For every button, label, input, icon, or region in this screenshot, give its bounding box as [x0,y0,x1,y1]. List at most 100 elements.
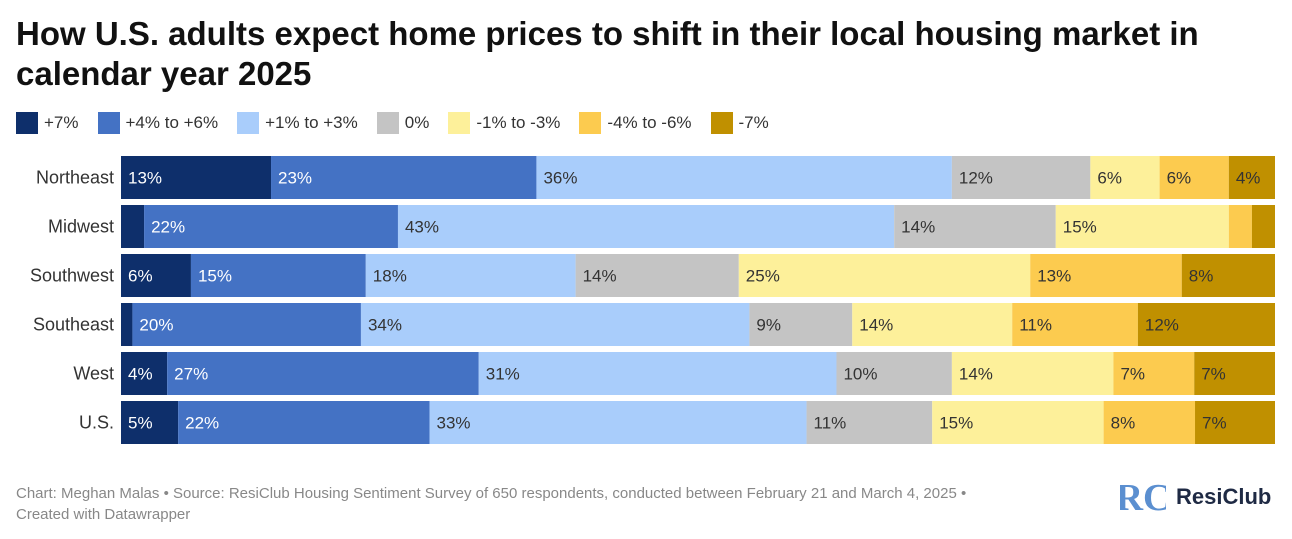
bar-segment [1228,156,1275,199]
bar-segment [121,254,191,297]
legend-item: +1% to +3% [237,112,358,134]
legend-item: -1% to -3% [448,112,560,134]
data-label: 13% [1037,267,1071,286]
data-label: 7% [1120,365,1145,384]
legend-swatch [376,112,399,134]
category-label: Northeast [36,168,114,188]
legend-item: -7% [710,112,769,134]
data-label: 33% [436,414,470,433]
bar-segment [575,254,739,297]
category-label: U.S. [79,413,114,433]
data-label: 9% [756,316,781,335]
bar-segment [1030,254,1182,297]
footer-credit-line: Chart: Meghan Malas • Source: ResiClub H… [16,485,967,502]
data-label: 10% [843,365,877,384]
data-label: 36% [543,169,577,188]
legend-label: -4% to -6% [607,113,692,132]
data-label: 34% [368,316,402,335]
bar-segment [932,401,1104,444]
bar-segment [836,352,952,395]
bar-segment [121,352,168,395]
bar-segment [1090,156,1160,199]
bar-segment [951,156,1091,199]
bar-segment [121,303,133,346]
bar-segment [167,352,479,395]
data-label: 43% [405,218,439,237]
category-label: Southwest [30,266,114,286]
data-label: 6% [1167,169,1192,188]
bar-segment [1012,303,1138,346]
data-label: 18% [373,267,407,286]
data-label: 22% [185,414,219,433]
category-label: West [73,364,114,384]
bar-segment [1055,205,1229,248]
category-label: Southeast [33,315,114,335]
bar-segment [121,401,179,444]
bar-segment [894,205,1056,248]
svg-text:RC: RC [1120,477,1166,519]
stacked-bar-chart: Northeast 13% 23% 36% 12% 6% 6% 4% Midwest 22% 43%… [30,156,1275,444]
bar-segment [271,156,537,199]
legend-label: +7% [44,113,79,132]
data-label: 12% [959,169,993,188]
bar-segment [1195,401,1275,444]
bar-segment [1113,352,1195,395]
bar-segment [1228,205,1252,248]
bar-segment [749,303,853,346]
legend-item: 0% [376,112,430,134]
data-label: 14% [583,267,617,286]
data-label: 14% [959,365,993,384]
data-label: 13% [128,169,162,188]
bar-segment [1137,303,1275,346]
data-label: 11% [1019,316,1052,335]
chart-footer: Chart: Meghan Malas • Source: ResiClub H… [16,483,1106,525]
category-label: Midwest [48,217,114,237]
data-label: 15% [939,414,973,433]
data-label: 4% [128,365,153,384]
data-label: 6% [128,267,153,286]
legend-swatch [579,112,602,134]
bar-segment [144,205,398,248]
bar-segment [178,401,430,444]
footer-tool-line: Created with Datawrapper [16,506,191,523]
bar-segment [806,401,933,444]
bar-segment [121,205,145,248]
bar-segment [1181,254,1275,297]
bar-segment [478,352,837,395]
data-label: 20% [139,316,173,335]
bar-segment [951,352,1114,395]
data-label: 14% [901,218,935,237]
data-label: 15% [1063,218,1097,237]
legend-label: +4% to +6% [125,113,219,132]
resiclub-logo: RC ResiClub [1120,474,1271,520]
legend-item: +7% [16,112,79,134]
data-label: 22% [151,218,185,237]
bar-segment [1159,156,1229,199]
legend-label: -7% [738,113,769,132]
data-label: 4% [1236,169,1261,188]
bar-segment [852,303,1013,346]
legend-label: 0% [404,113,430,132]
bar-segment [397,205,895,248]
bar-segment [190,254,366,297]
data-label: 7% [1201,365,1226,384]
legend-swatch [710,112,733,134]
data-label: 23% [278,169,312,188]
data-label: 27% [174,365,208,384]
bar-segment [1103,401,1196,444]
data-label: 12% [1145,316,1179,335]
data-label: 25% [746,267,780,286]
bar-segment [365,254,576,297]
data-label: 5% [128,414,153,433]
bar-segment [738,254,1031,297]
bar-segment [360,303,750,346]
resiclub-logo-mark: RC [1120,477,1166,519]
data-label: 8% [1111,414,1136,433]
bar-segment [536,156,952,199]
legend-label: +1% to +3% [265,113,358,132]
data-label: 14% [859,316,893,335]
legend-swatch [448,112,471,134]
data-label: 31% [486,365,520,384]
legend: +7% +4% to +6% +1% to +3% 0% -1% to -3% -4% t… [16,112,788,134]
data-label: 6% [1097,169,1122,188]
